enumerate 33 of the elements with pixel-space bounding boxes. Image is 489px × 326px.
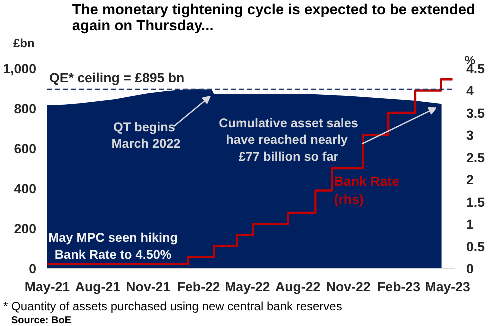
y-tick-label: 0 [29,262,37,276]
text: * Quantity of assets purchased using new central bank reserves [4,300,342,314]
y2-tick-label: 3 [466,128,474,144]
annotation: QT begins March 2022 [112,120,181,152]
y2-tick-label: 0 [466,262,474,276]
chart-title: The monetary tightening cycle is expected to be extended again on Thursday... [72,2,476,34]
y2-tick-label: 2 [466,172,474,188]
x-tick-label: May-23 [425,280,470,294]
x-tick-label: Nov-21 [126,280,172,294]
annotation: May MPC seen hiking Bank Rate to 4.50% [48,231,178,262]
y-tick-label: 1,000 [3,62,37,76]
x-tick-label: May-22 [225,280,270,294]
y2-tick-label: 3.5 [466,106,486,121]
x-tick-label: Feb-23 [378,280,421,294]
y2-tick-label: 0.5 [466,239,486,254]
y2-tick-label: 1 [466,217,474,232]
y-tick-label: 400 [14,182,37,196]
source-note: Source: BoE [12,316,72,326]
x-tick-label: Aug-22 [276,280,321,294]
ref-line-label: QE* ceiling = £895 bn [50,70,185,86]
series-label: Bank Rate (rhs) [334,174,400,207]
x-tick-label: May-21 [24,280,71,294]
y-tick-label: 200 [14,222,37,236]
y-axis-title: £bn [14,36,35,50]
y2-tick-label: 2.5 [466,150,486,166]
x-tick-label: Nov-22 [326,280,371,294]
y-tick-label: 800 [14,102,37,116]
x-tick-label: Feb-22 [177,280,220,294]
x-tick-label: Aug-21 [75,280,122,294]
annotation: Cumulative asset sales have reached nearly £77 billion so far [219,116,358,164]
y2-tick-label: 1.5 [466,194,486,210]
y-tick-label: 600 [14,142,37,156]
y2-tick-label: 4 [466,84,474,99]
